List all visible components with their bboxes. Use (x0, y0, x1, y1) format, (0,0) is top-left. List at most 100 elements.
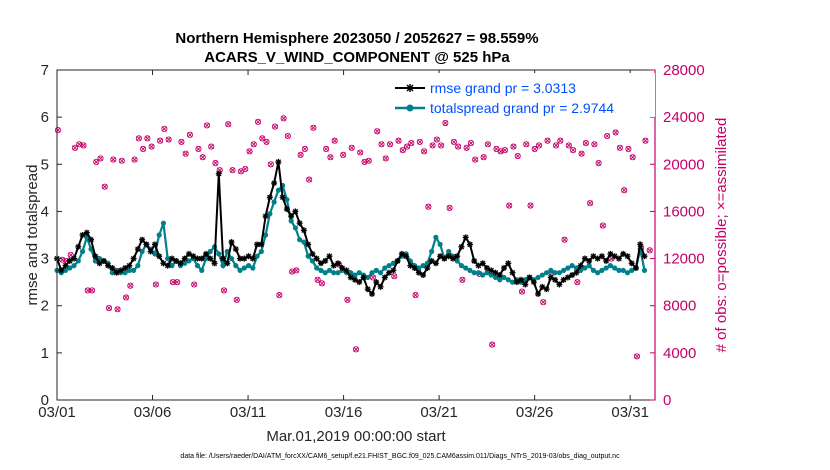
obs-possible-point (595, 160, 602, 167)
rmse-point (441, 255, 448, 262)
totalspread-point (390, 260, 396, 266)
obs-assimilated-point (229, 167, 236, 173)
rmse-point (220, 255, 227, 262)
y2-axis-label: # of obs: o=possible; ×=assimilated (713, 118, 730, 353)
obs-assimilated-point (374, 128, 380, 134)
totalspread-point (301, 239, 307, 245)
obs-possible-point (438, 142, 445, 149)
obs-possible-point (169, 279, 176, 286)
legend-marker-spread (406, 104, 414, 112)
obs-possible-point (429, 142, 436, 149)
rmse-point (398, 250, 405, 257)
obs-possible-point (612, 129, 619, 136)
obs-assimilated-point (630, 154, 636, 160)
obs-possible-point (391, 273, 398, 280)
x-tick-label: 03/31 (611, 404, 649, 421)
rmse-point (496, 272, 503, 279)
obs-assimilated-point (166, 136, 172, 143)
totalspread-point (620, 267, 626, 273)
totalspread-point (616, 267, 622, 273)
totalspread-point (356, 270, 362, 276)
obs-possible-point (157, 137, 164, 144)
totalspread-point (539, 272, 545, 278)
obs-assimilated-point (183, 151, 189, 157)
totalspread-point (437, 241, 443, 248)
rmse-point (407, 262, 414, 269)
obs-assimilated-point (106, 305, 112, 311)
totalspread-point (416, 265, 422, 271)
totalspread-point (607, 263, 614, 269)
totalspread-point (475, 270, 482, 276)
obs-assimilated-point (387, 141, 393, 147)
obs-possible-point (259, 135, 266, 142)
obs-possible-point (344, 296, 351, 303)
obs-assimilated-point (255, 119, 261, 125)
y-tick-label: 2 (41, 298, 49, 315)
obs-assimilated-point (242, 166, 248, 172)
rmse-point (262, 213, 269, 220)
totalspread-point (492, 274, 499, 281)
rmse-point (462, 234, 469, 241)
rmse-point (317, 260, 324, 267)
totalspread-point (284, 197, 290, 203)
rmse-point (428, 257, 435, 264)
obs-possible-point (357, 149, 364, 156)
obs-possible-point (535, 142, 543, 149)
rmse-point (305, 241, 312, 248)
rmse-point (177, 260, 184, 267)
totalspread-point (318, 267, 324, 273)
obs-assimilated-point (617, 145, 623, 151)
y-tick-label: 4 (41, 203, 49, 220)
obs-possible-point (523, 141, 530, 148)
obs-possible-point (578, 150, 585, 157)
rmse-point (271, 180, 278, 187)
rmse-point (352, 276, 359, 283)
totalspread-point (429, 248, 435, 255)
rmse-point (569, 272, 576, 279)
obs-possible-point (178, 138, 185, 145)
y2-tick-label: 8000 (663, 298, 696, 315)
obs-possible-point (416, 138, 423, 145)
rmse-point (479, 260, 486, 267)
rmse-point (607, 250, 614, 257)
totalspread-point (297, 237, 303, 243)
footer-note: data file: /Users/raeder/DAI/ATM_forcXX/… (180, 453, 620, 460)
obs-assimilated-point (114, 306, 121, 312)
rmse-point (356, 279, 363, 286)
obs-assimilated-point (80, 142, 87, 149)
obs-assimilated-point (293, 267, 299, 273)
obs-possible-point (161, 125, 168, 132)
rmse-point (437, 253, 444, 260)
y-tick-label: 0 (41, 392, 49, 409)
obs-assimilated-point (97, 155, 104, 162)
obs-assimilated-point (297, 152, 304, 158)
rmse-point (373, 279, 380, 286)
obs-assimilated-point (532, 146, 538, 152)
obs-possible-point (642, 137, 649, 144)
chart-title: Northern Hemisphere 2023050 / 2052627 = … (175, 30, 538, 47)
totalspread-point (373, 267, 379, 273)
rmse-point (245, 253, 252, 260)
obs-assimilated-point (570, 147, 576, 153)
rmse-point (628, 260, 635, 267)
obs-assimilated-point (323, 146, 329, 152)
obs-possible-point (71, 144, 79, 151)
rmse-point (624, 253, 631, 260)
rmse-point (139, 236, 146, 243)
legend: rmse grand pr = 3.0313 totalspread grand… (393, 73, 655, 117)
totalspread-point (139, 248, 145, 255)
rmse-point (275, 158, 282, 165)
rmse-point (458, 243, 465, 250)
rmse-point (637, 241, 644, 248)
y-axis-label: rmse and totalspread (24, 165, 41, 306)
totalspread-point (624, 270, 631, 276)
obs-possible-point (229, 167, 236, 174)
obs-assimilated-point (195, 146, 202, 152)
rmse-point (105, 262, 112, 269)
obs-assimilated-point (136, 135, 142, 141)
totalspread-point (599, 267, 605, 273)
rmse-point (424, 265, 431, 271)
obs-assimilated-point (566, 142, 572, 149)
rmse-point (543, 286, 550, 293)
obs-possible-point (182, 150, 189, 157)
